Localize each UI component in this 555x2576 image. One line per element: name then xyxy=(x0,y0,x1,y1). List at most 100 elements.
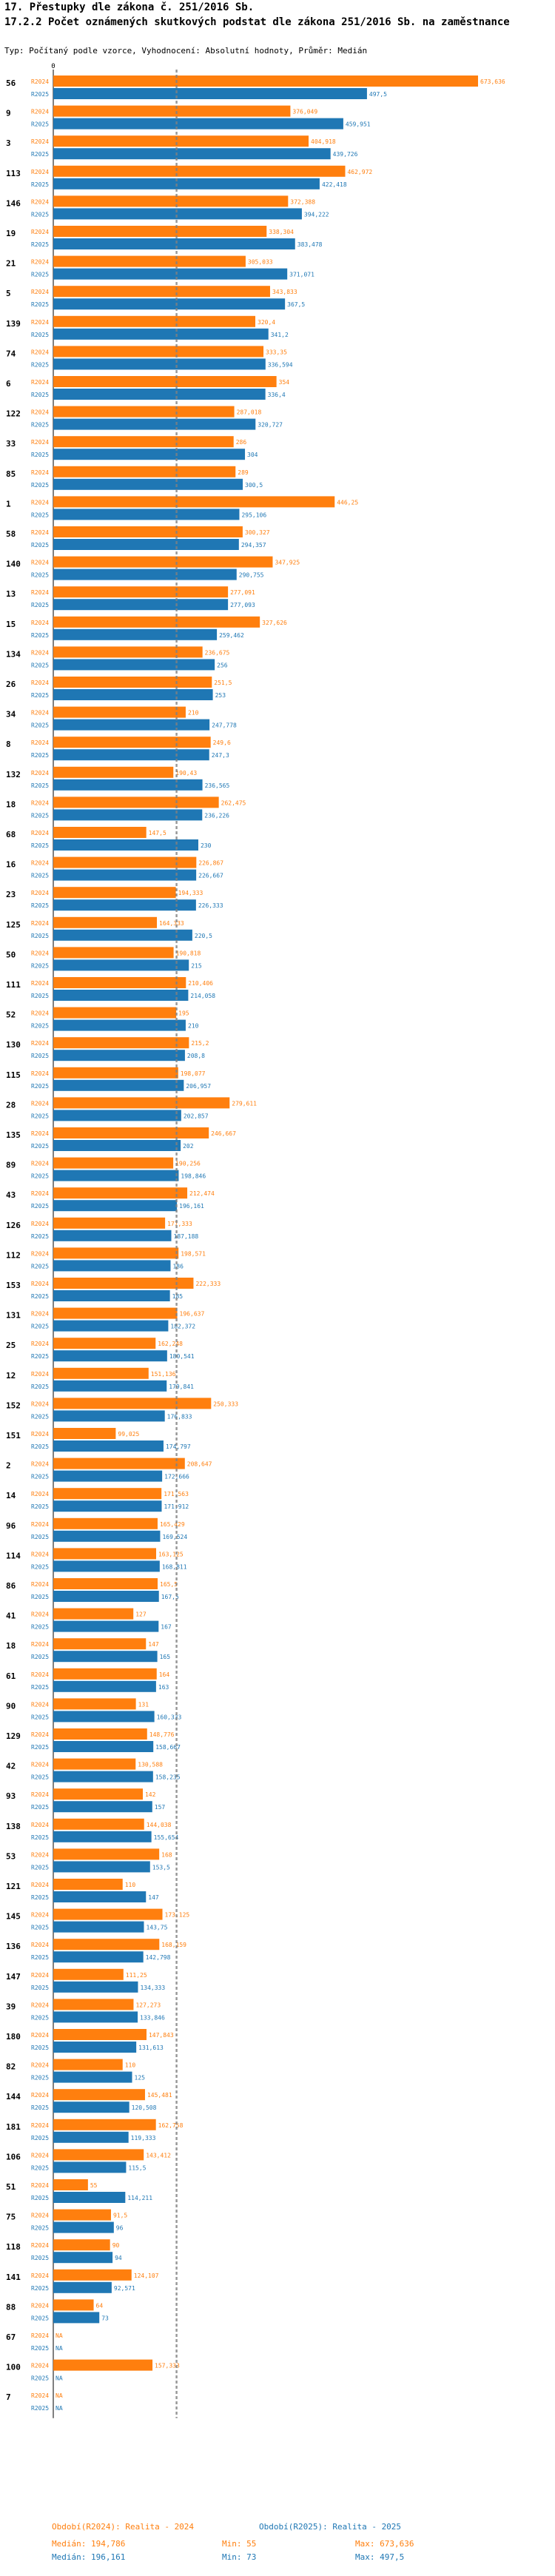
series-label-2024: R2024 xyxy=(31,1040,49,1047)
bar-2024 xyxy=(53,436,234,448)
bar-2024 xyxy=(53,1307,178,1319)
series-label-2025: R2025 xyxy=(31,2135,49,2141)
bar-2024 xyxy=(53,466,236,477)
bar-2025 xyxy=(53,1110,181,1121)
value-label-2024: 131 xyxy=(138,1701,149,1708)
bar-2025 xyxy=(53,568,237,580)
series-label-2024: R2024 xyxy=(31,950,49,956)
series-label-2025: R2025 xyxy=(31,1864,49,1871)
value-label-2024: 198,571 xyxy=(181,1250,206,1257)
series-label-2024: R2024 xyxy=(31,1822,49,1828)
bar-2024 xyxy=(53,1517,158,1529)
category-label: 88 xyxy=(6,2302,16,2312)
value-label-2024: 262,475 xyxy=(221,799,246,806)
bar-2024 xyxy=(53,286,270,298)
bar-2025 xyxy=(53,1951,144,1963)
bar-2025 xyxy=(53,539,239,550)
series-label-2024: R2024 xyxy=(31,2152,49,2159)
category-label: 5 xyxy=(6,289,11,298)
bar-2025 xyxy=(53,1200,178,1212)
value-label-2024: 215,2 xyxy=(191,1040,209,1047)
bar-2025 xyxy=(53,1170,179,1181)
bar-2025 xyxy=(53,298,286,310)
category-label: 42 xyxy=(6,1762,16,1771)
bar-2025 xyxy=(53,839,198,851)
category-label: 89 xyxy=(6,1161,16,1170)
value-label-2025: 176,833 xyxy=(167,1413,192,1420)
series-label-2025: R2025 xyxy=(31,1173,49,1180)
series-label-2025: R2025 xyxy=(31,602,49,608)
value-label-2024: 236,675 xyxy=(205,649,230,656)
value-label-2025: 497,5 xyxy=(369,91,387,98)
series-label-2024: R2024 xyxy=(31,2122,49,2129)
bar-2025 xyxy=(53,719,210,731)
series-label-2024: R2024 xyxy=(31,1010,49,1017)
bar-2024 xyxy=(53,766,174,778)
value-label-2024: 190,818 xyxy=(176,950,201,956)
value-label-2024: 165,429 xyxy=(160,1521,185,1528)
bar-2024 xyxy=(53,1037,189,1049)
value-label-2025: 196,161 xyxy=(179,1203,204,1210)
value-label-2024: 147,843 xyxy=(149,2032,174,2039)
bar-2024 xyxy=(53,1367,149,1379)
category-label: 19 xyxy=(6,229,16,238)
value-label-2025: 167,5 xyxy=(161,1594,179,1600)
series-label-2024: R2024 xyxy=(31,1942,49,1948)
bar-2025 xyxy=(53,1500,162,1512)
series-label-2025: R2025 xyxy=(31,1774,49,1781)
bar-2025 xyxy=(53,689,213,700)
category-label: 8 xyxy=(6,739,11,749)
series-label-2025: R2025 xyxy=(31,1684,49,1691)
bar-2024 xyxy=(53,796,219,808)
series-label-2025: R2025 xyxy=(31,1714,49,1720)
series-label-2024: R2024 xyxy=(31,529,49,536)
category-label: 132 xyxy=(6,770,21,779)
series-label-2024: R2024 xyxy=(31,1431,49,1438)
category-label: 28 xyxy=(6,1100,16,1110)
value-label-2025: 143,75 xyxy=(146,1925,167,1931)
bar-2025 xyxy=(53,1260,171,1272)
value-label-2025: 114,211 xyxy=(127,2195,152,2201)
bar-2024 xyxy=(53,2149,144,2161)
value-label-2024: 163,125 xyxy=(158,1551,184,1557)
median-2024: Medián: 194,786 xyxy=(52,2539,126,2549)
bar-2025 xyxy=(53,1470,163,1482)
bar-2025 xyxy=(53,418,256,430)
value-label-2024: 127,273 xyxy=(135,2002,161,2008)
value-label-2024: 165,5 xyxy=(160,1581,178,1588)
value-label-2024: 147 xyxy=(148,1641,159,1648)
value-label-2025: 259,462 xyxy=(219,632,244,639)
series-label-2025: R2025 xyxy=(31,452,49,458)
series-label-2025: R2025 xyxy=(31,181,49,188)
series-label-2024: R2024 xyxy=(31,2062,49,2069)
value-label-2024: 196,637 xyxy=(180,1311,205,1318)
bar-2025 xyxy=(53,238,295,249)
value-label-2025: 256 xyxy=(217,662,228,668)
value-label-2025: 422,418 xyxy=(322,181,347,188)
category-label: 1 xyxy=(6,499,11,509)
value-label-2024: 305,033 xyxy=(248,259,273,266)
value-label-2024: 289 xyxy=(238,469,249,476)
category-label: 100 xyxy=(6,2363,21,2372)
bar-2024 xyxy=(53,1848,160,1860)
value-label-2025: 153,5 xyxy=(152,1864,170,1871)
bar-2025 xyxy=(53,268,288,280)
value-label-2024: 249,6 xyxy=(213,739,231,746)
value-label-2024: 124,107 xyxy=(134,2273,159,2279)
bar-2025 xyxy=(53,478,243,490)
bar-2024 xyxy=(53,947,174,959)
value-label-2024: 327,626 xyxy=(262,620,287,626)
value-label-2025: NA xyxy=(56,2345,63,2352)
bar-2024 xyxy=(53,1698,136,1710)
bar-2025 xyxy=(53,2221,114,2233)
value-label-2024: 194,333 xyxy=(178,890,204,896)
series-label-2025: R2025 xyxy=(31,1804,49,1811)
series-label-2025: R2025 xyxy=(31,332,49,338)
category-label: 18 xyxy=(6,1641,16,1651)
bar-2025 xyxy=(53,779,203,791)
bar-2025 xyxy=(53,1320,169,1332)
bar-2024 xyxy=(53,1187,188,1199)
series-label-2024: R2024 xyxy=(31,409,49,416)
value-label-2025: 215 xyxy=(191,962,202,969)
series-label-2024: R2024 xyxy=(31,799,49,806)
